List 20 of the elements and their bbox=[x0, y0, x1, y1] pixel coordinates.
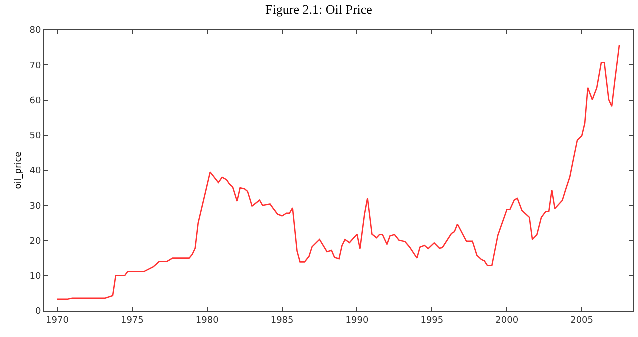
y-tick-label: 80 bbox=[30, 26, 42, 36]
y-tick-label: 20 bbox=[30, 236, 42, 247]
y-tick-label: 60 bbox=[30, 96, 42, 106]
y-tick-label: 10 bbox=[30, 272, 42, 282]
x-tick-label: 1995 bbox=[420, 316, 444, 326]
y-tick-label: 70 bbox=[30, 61, 42, 72]
x-tick-label: 1990 bbox=[346, 316, 369, 326]
x-tick-label: 2005 bbox=[570, 316, 594, 326]
x-tick-label: 1970 bbox=[46, 316, 70, 326]
x-tick-label: 1985 bbox=[270, 316, 294, 326]
x-tick-label: 1975 bbox=[120, 316, 144, 326]
x-tick-label: 2000 bbox=[496, 316, 519, 326]
line-series bbox=[56, 44, 620, 300]
y-tick-label: 30 bbox=[30, 202, 42, 212]
y-tick-label: 50 bbox=[30, 132, 42, 142]
chart-title: Figure 2.1: Oil Price bbox=[266, 2, 373, 18]
y-axis-title: oil_price bbox=[14, 151, 24, 190]
y-tick-label: 40 bbox=[30, 166, 42, 177]
y-tick-label: 0 bbox=[35, 307, 42, 318]
x-tick-label: 1980 bbox=[196, 316, 220, 326]
